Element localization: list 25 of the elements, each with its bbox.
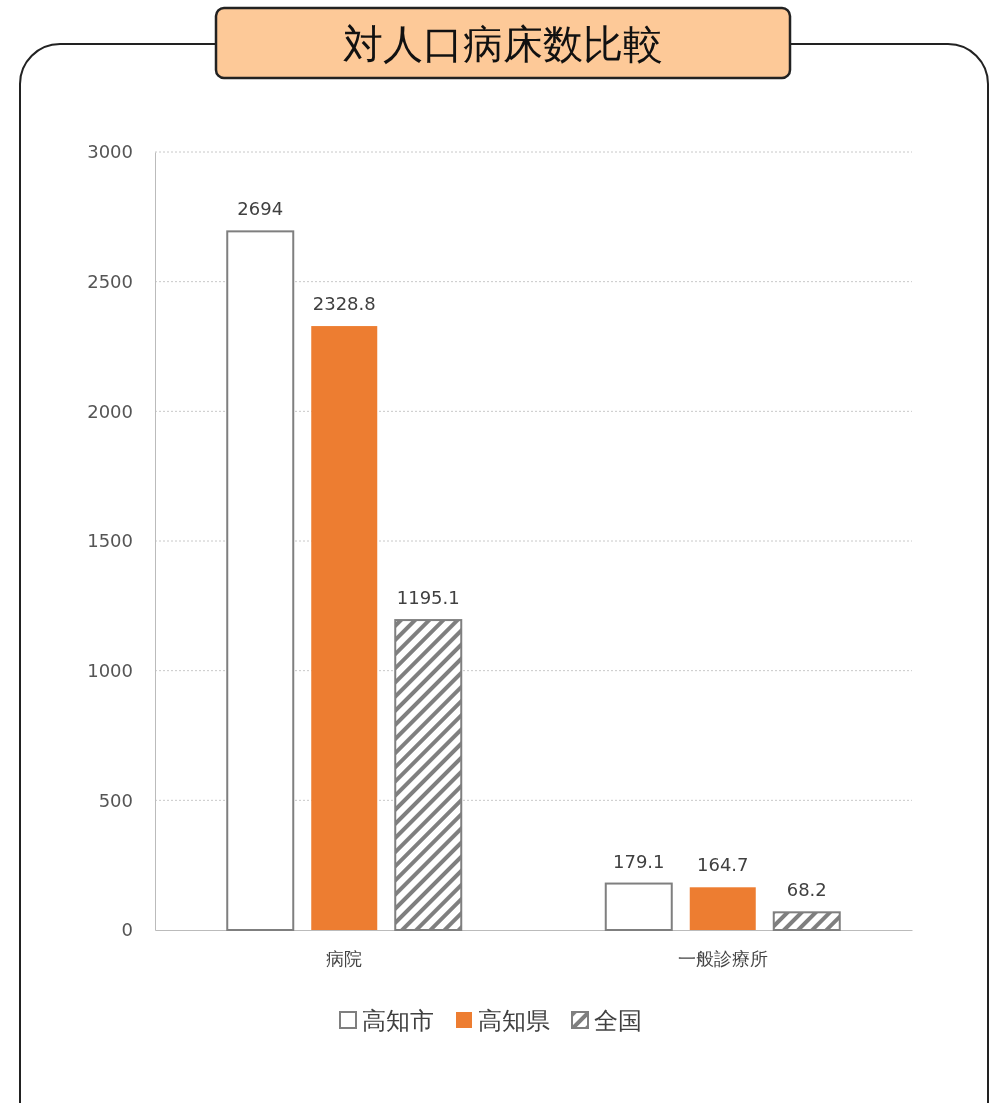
y-tick-label: 3000 [87,141,133,163]
y-tick-label: 500 [98,789,133,811]
y-tick-label: 1500 [87,530,133,552]
y-tick-label: 1000 [87,659,133,681]
y-tick-label: 2000 [87,400,133,422]
y-tick-label: 0 [121,919,133,941]
bar [689,887,756,930]
x-tick-label: 病院 [326,947,363,969]
data-label: 1195.1 [396,587,460,609]
data-label: 2328.8 [312,293,376,315]
legend-label: 高知県 [478,1007,550,1035]
data-label: 164.7 [696,854,749,876]
data-label: 2694 [237,198,284,220]
chart-title: 対人口病床数比較 [343,21,663,67]
y-tick-label: 2500 [87,270,133,292]
bar [394,619,463,931]
bar [604,882,673,931]
bar [226,230,295,931]
legend-label: 高知市 [362,1007,434,1035]
data-label: 179.1 [612,850,665,872]
x-tick-label: 一般診療所 [677,947,768,969]
bar [311,326,378,930]
bar [772,911,841,931]
legend-label: 全国 [594,1007,642,1035]
data-label: 68.2 [786,879,827,901]
